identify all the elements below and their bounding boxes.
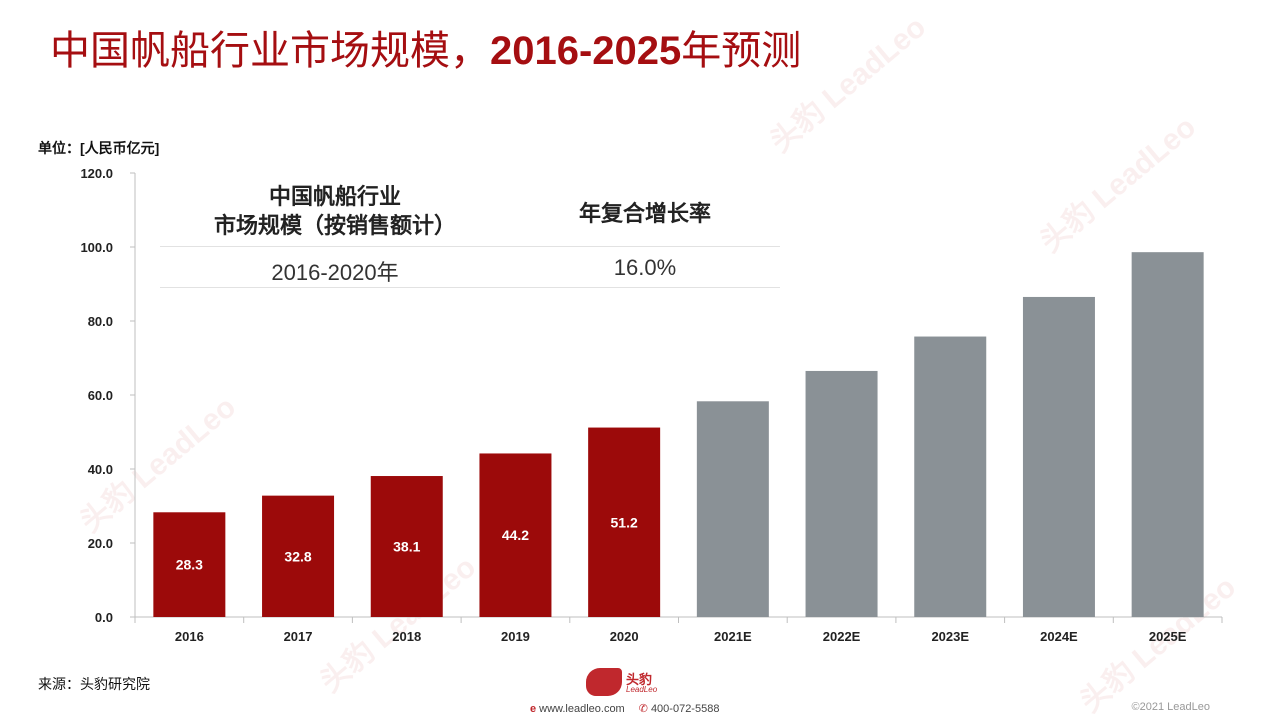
bar: [696, 401, 769, 617]
cagr-table: 中国帆船行业 市场规模（按销售额计） 年复合增长率 2016-2020年 16.…: [160, 180, 780, 288]
source-note: 来源：头豹研究院: [38, 676, 150, 692]
x-tick-label: 2023E: [931, 629, 969, 644]
data-label: 51.2: [611, 514, 638, 530]
bar: [588, 427, 661, 617]
x-tick-label: 2024E: [1040, 629, 1078, 644]
bar: [370, 476, 443, 617]
bar: [1131, 252, 1204, 617]
y-tick-label: 120.0: [80, 166, 113, 181]
x-tick-label: 2025E: [1149, 629, 1187, 644]
x-tick-label: 2016: [175, 629, 204, 644]
y-tick-label: 20.0: [88, 536, 113, 551]
cagr-period: 2016-2020年: [271, 260, 399, 285]
unit-label: 单位：[人民币亿元]: [38, 140, 160, 156]
bar: [805, 370, 878, 617]
cagr-table-row: 2016-2020年 16.0%: [160, 247, 780, 288]
y-tick-label: 0.0: [95, 610, 113, 625]
leadleo-logo: 头豹 LeadLeo: [586, 668, 682, 696]
bar: [153, 512, 226, 617]
x-tick-label: 2020: [610, 629, 639, 644]
y-tick-label: 80.0: [88, 314, 113, 329]
x-tick-label: 2022E: [823, 629, 861, 644]
bar: [914, 336, 987, 617]
leopard-logo-icon: [586, 668, 622, 696]
page-title: 中国帆船行业市场规模，2016-2025年预测: [50, 29, 802, 73]
footer-contact: e www.leadleo.com ✆ 400-072-5588: [530, 702, 719, 715]
data-label: 44.2: [502, 527, 529, 543]
x-tick-label: 2019: [501, 629, 530, 644]
website-link[interactable]: www.leadleo.com: [539, 703, 625, 715]
copyright: ©2021 LeadLeo: [1131, 701, 1210, 713]
data-label: 32.8: [284, 548, 311, 564]
phone-icon: ✆: [638, 703, 648, 715]
cagr-header-rate: 年复合增长率: [578, 201, 711, 226]
data-label: 38.1: [393, 539, 420, 555]
y-tick-label: 60.0: [88, 388, 113, 403]
cagr-table-header: 中国帆船行业 市场规模（按销售额计） 年复合增长率: [160, 180, 780, 247]
data-label: 28.3: [176, 557, 203, 573]
cagr-header-market: 中国帆船行业 市场规模（按销售额计）: [213, 184, 456, 238]
y-tick-label: 40.0: [88, 462, 113, 477]
cagr-rate: 16.0%: [613, 255, 677, 280]
x-tick-label: 2021E: [714, 629, 752, 644]
bar: [1022, 296, 1095, 617]
y-tick-label: 100.0: [80, 240, 113, 255]
bar: [262, 495, 335, 617]
bar: [479, 453, 552, 617]
phone-number: 400-072-5588: [650, 703, 720, 715]
browser-icon: e: [530, 703, 537, 715]
x-tick-label: 2018: [392, 629, 421, 644]
x-tick-label: 2017: [284, 629, 313, 644]
